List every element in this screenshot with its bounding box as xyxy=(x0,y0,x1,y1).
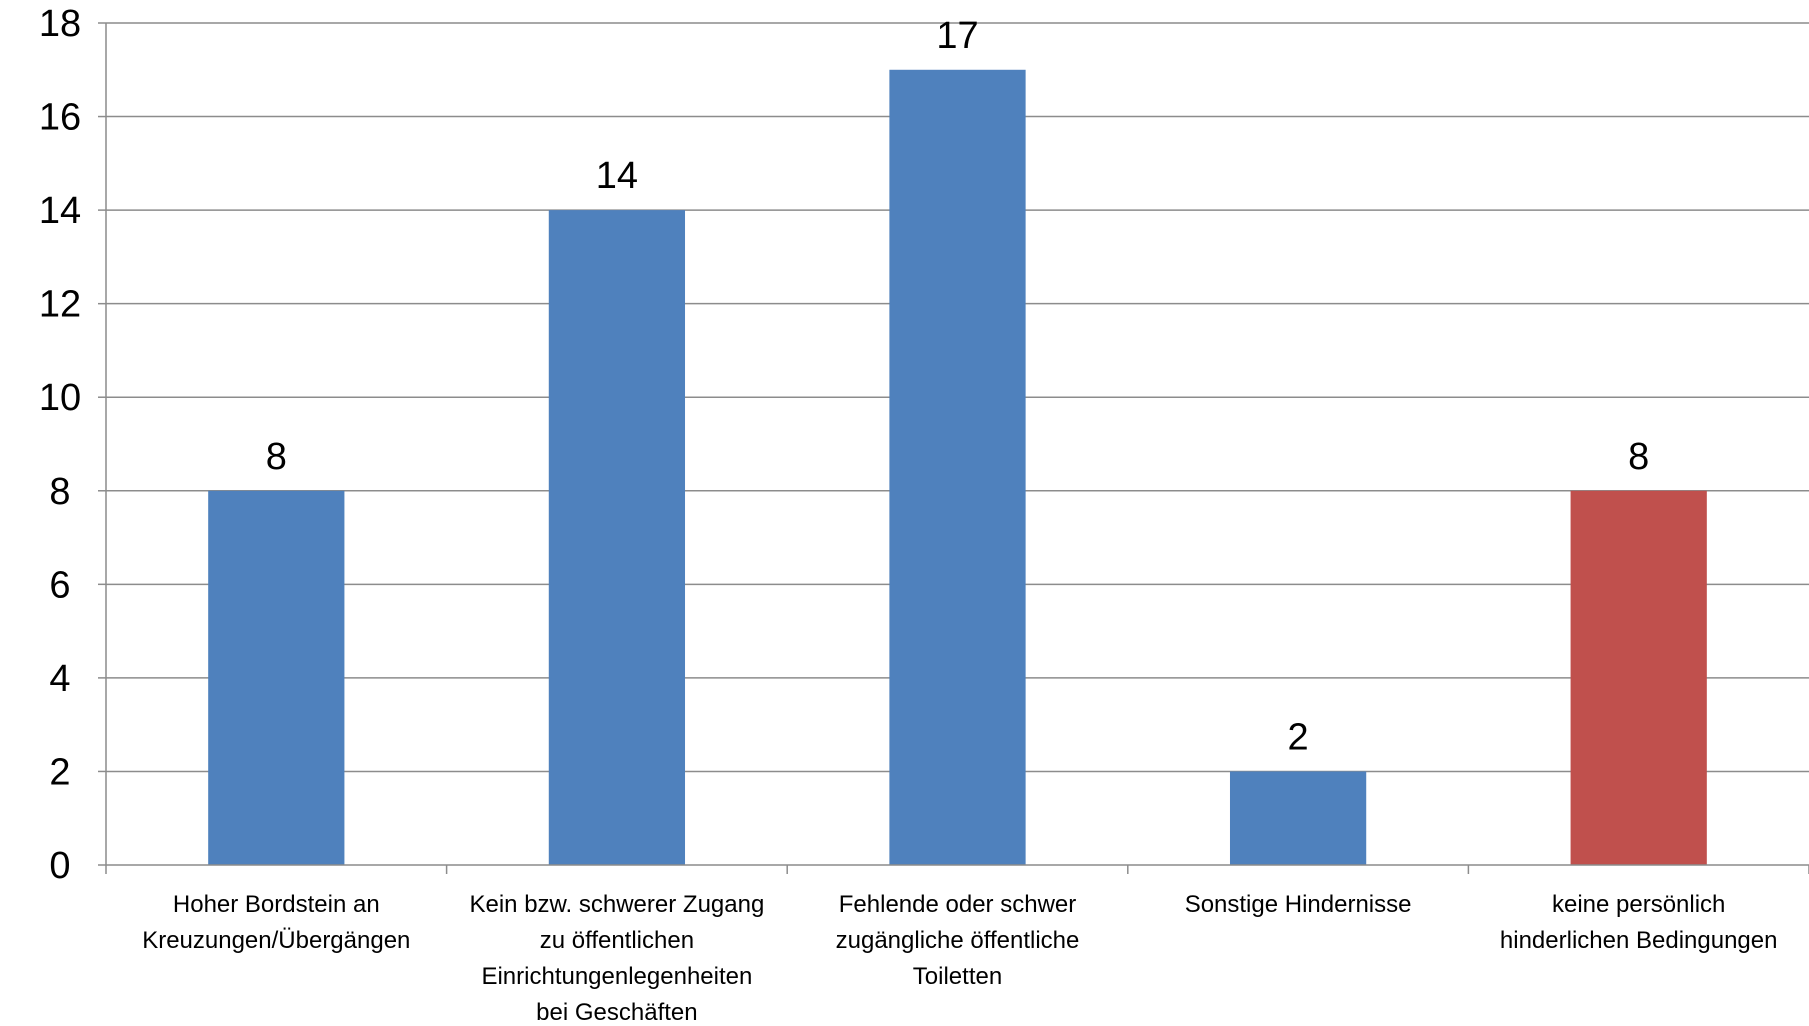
category-label: keine persönlich xyxy=(1552,891,1725,918)
data-label: 17 xyxy=(936,15,978,57)
y-tick-label: 18 xyxy=(39,3,81,45)
y-tick-labels: 0 2 4 6 8 10 12 14 16 18 xyxy=(39,3,81,887)
data-label: 2 xyxy=(1288,716,1309,758)
data-labels: 8 14 17 2 8 xyxy=(266,15,1650,759)
bar xyxy=(1570,490,1707,865)
category-label: Toiletten xyxy=(913,963,1002,990)
bars xyxy=(208,69,1707,866)
category-label: zugängliche öffentliche xyxy=(836,927,1080,954)
y-tick-label: 2 xyxy=(49,751,70,793)
axes xyxy=(98,22,1809,874)
bar xyxy=(208,490,345,865)
bar xyxy=(548,210,686,866)
category-label: Hoher Bordstein an xyxy=(173,891,380,918)
data-label: 8 xyxy=(1628,436,1649,478)
y-tick-label: 0 xyxy=(49,845,70,887)
category-label: hinderlichen Bedingungen xyxy=(1500,927,1778,954)
y-tick-label: 16 xyxy=(39,97,81,139)
category-label: Kreuzungen/Übergängen xyxy=(142,927,410,954)
category-label: Einrichtungenlegenheiten xyxy=(481,963,752,990)
y-tick-label: 4 xyxy=(49,658,70,700)
y-tick-label: 6 xyxy=(49,564,70,606)
bar xyxy=(1229,771,1367,865)
category-labels: Hoher Bordstein an Kreuzungen/Übergängen K… xyxy=(142,891,1777,1026)
category-label: bei Geschäften xyxy=(536,999,697,1026)
bar xyxy=(889,69,1026,866)
data-label: 14 xyxy=(596,155,638,197)
category-label: Fehlende oder schwer xyxy=(839,891,1076,918)
y-tick-label: 12 xyxy=(39,284,81,326)
data-label: 8 xyxy=(266,436,287,478)
category-label: Sonstige Hindernisse xyxy=(1185,891,1412,918)
y-tick-label: 8 xyxy=(49,471,70,513)
category-label: Kein bzw. schwerer Zugang xyxy=(469,891,764,918)
y-tick-label: 14 xyxy=(39,190,81,232)
category-label: zu öffentlichen xyxy=(540,927,694,954)
y-tick-label: 10 xyxy=(39,377,81,419)
